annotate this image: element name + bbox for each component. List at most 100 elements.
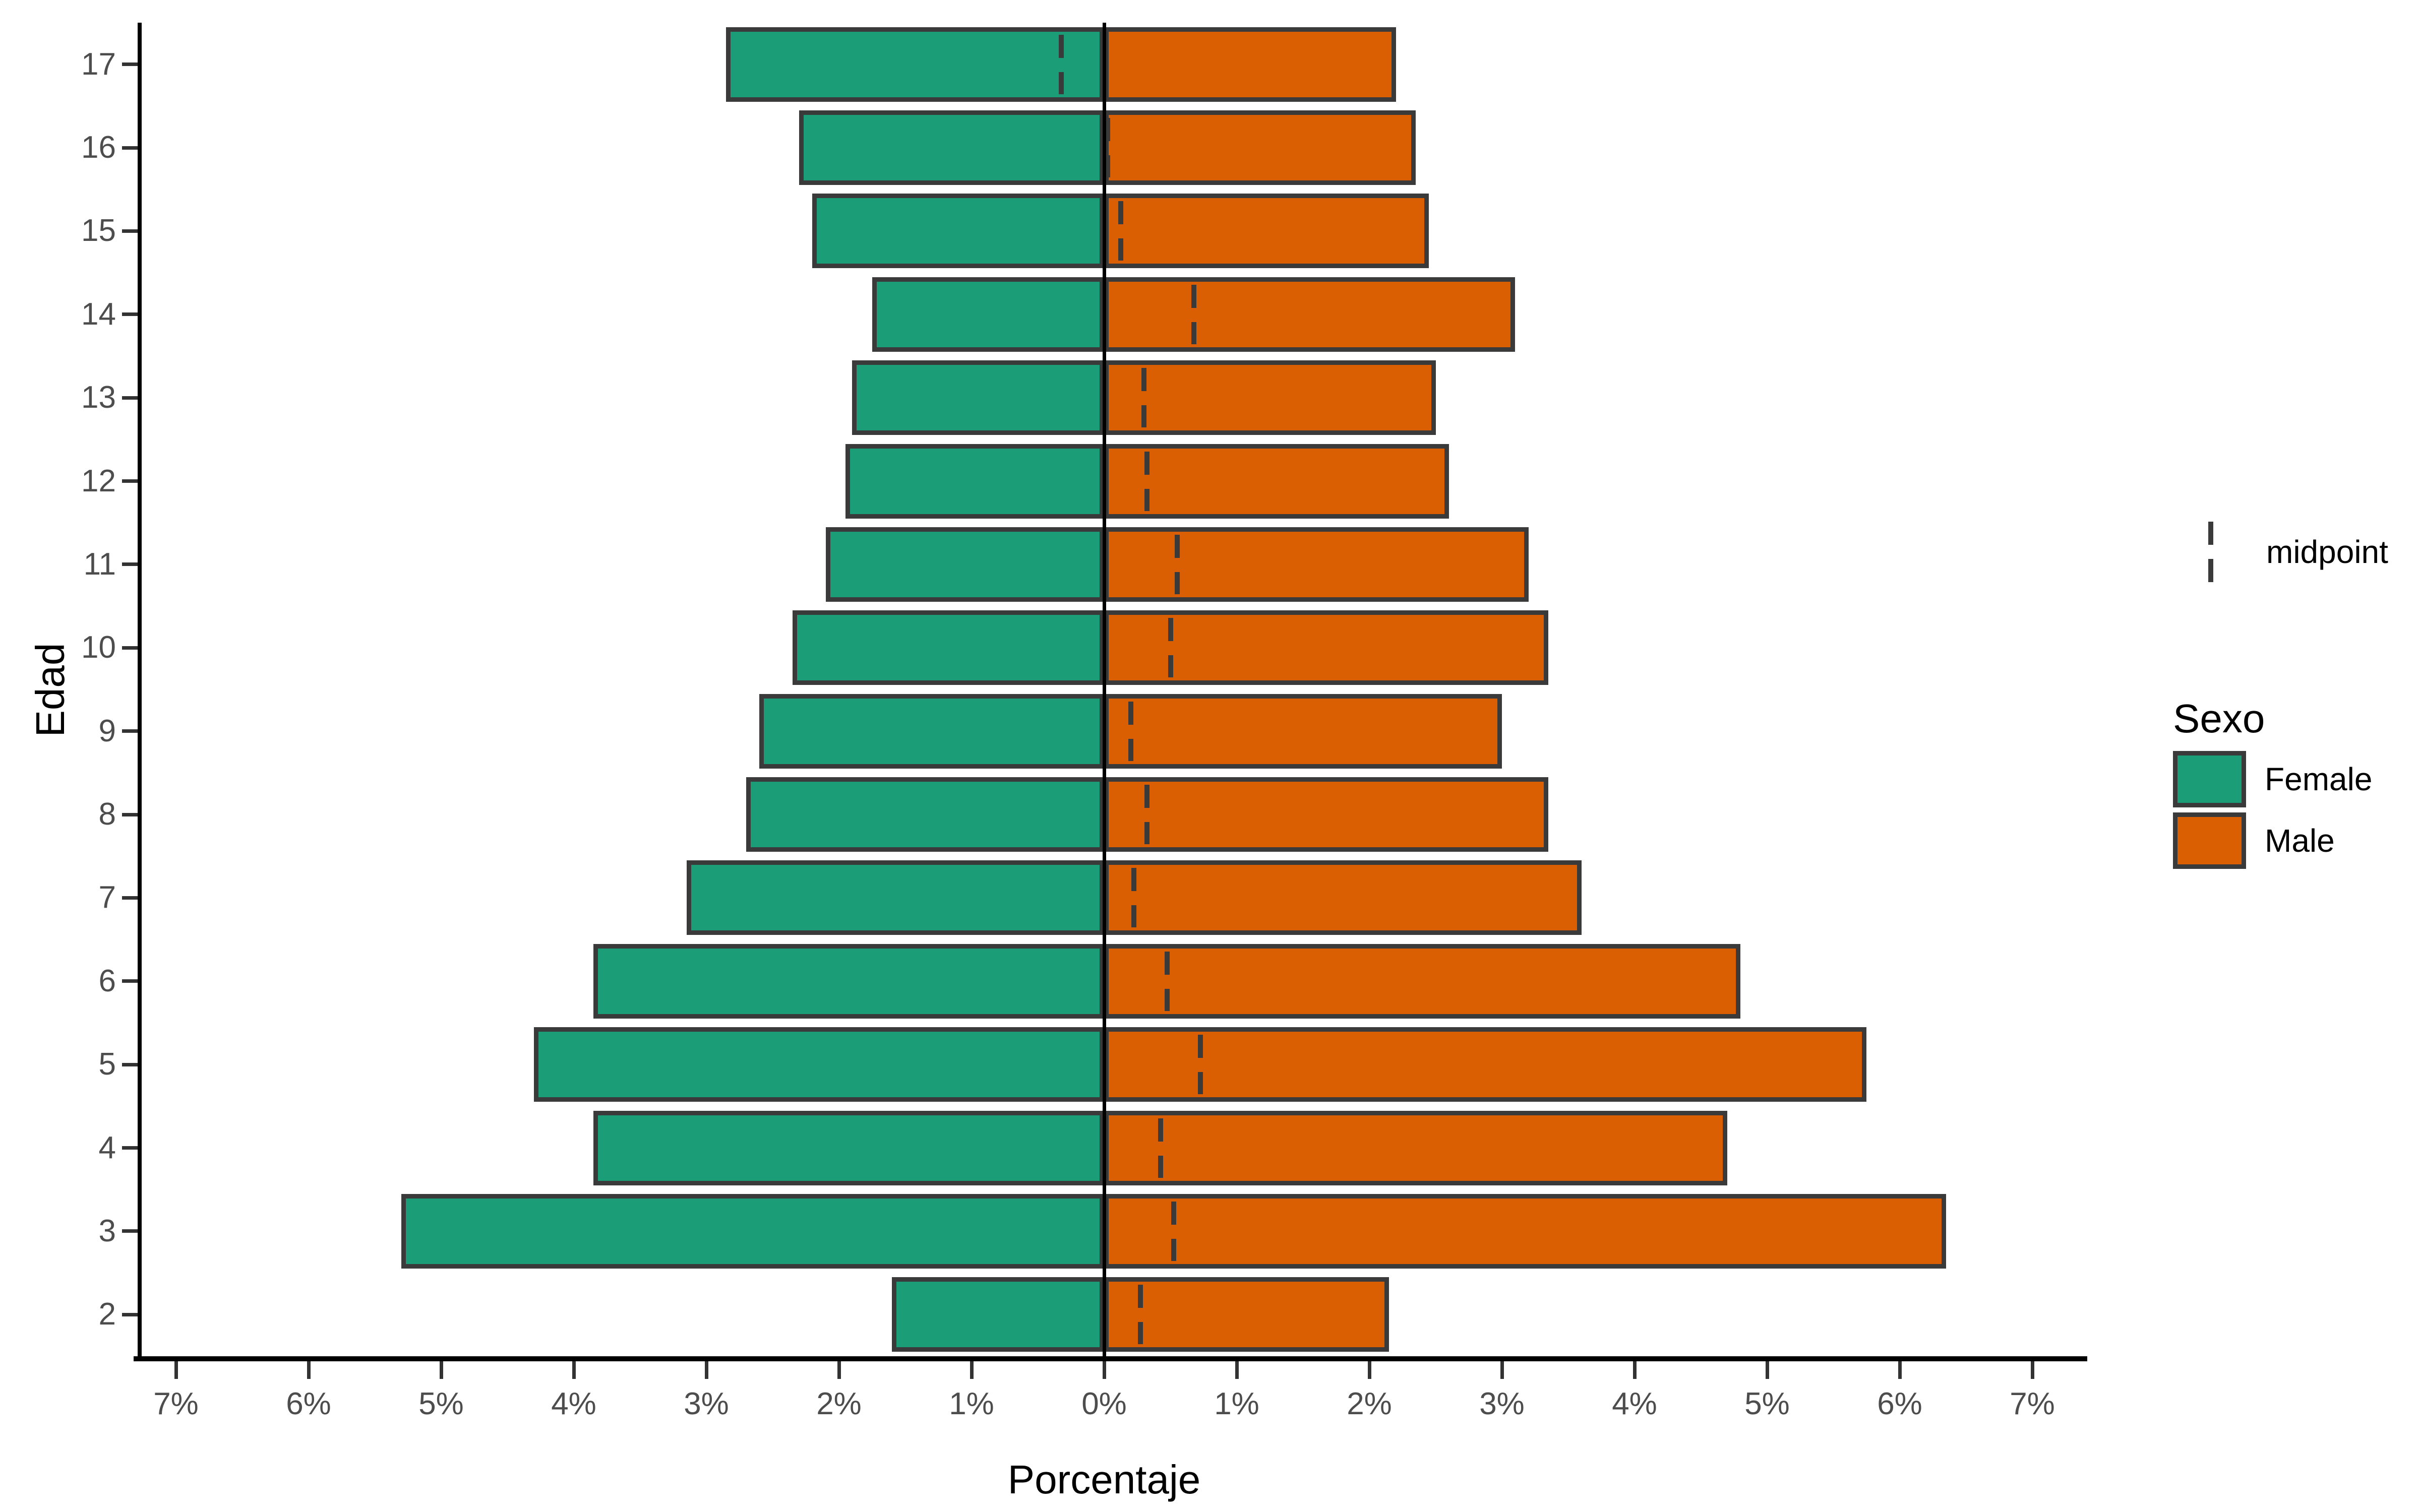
- male-bar-age-16: [1104, 110, 1416, 185]
- midpoint-marker-age-5: [1197, 1035, 1203, 1095]
- male-bar-age-9: [1104, 694, 1502, 769]
- x-tick-label-0: 0%: [1081, 1387, 1127, 1421]
- midpoint-marker-age-6: [1164, 951, 1170, 1011]
- x-tick-4%-left: [572, 1361, 576, 1379]
- y-tick-8: [122, 812, 140, 816]
- male-bar-age-10: [1104, 610, 1549, 685]
- male-bar-age-17: [1104, 27, 1396, 102]
- x-tick-7%-left: [174, 1361, 178, 1379]
- x-tick-label-6: 6%: [1877, 1387, 1922, 1421]
- x-tick-label-2: 2%: [1347, 1387, 1392, 1421]
- x-tick-6%-right: [1898, 1361, 1902, 1379]
- midpoint-marker-age-14: [1191, 284, 1196, 344]
- male-bar-age-14: [1104, 277, 1516, 352]
- y-tick-label-8: 8: [98, 797, 116, 832]
- male-bar-age-13: [1104, 360, 1436, 435]
- y-tick-label-13: 13: [81, 380, 116, 415]
- male-bar-age-4: [1104, 1110, 1728, 1185]
- female-bar-age-13: [852, 360, 1104, 435]
- female-swatch: [2173, 751, 2246, 807]
- male-bar-age-3: [1104, 1193, 1947, 1269]
- midpoint-marker-age-12: [1144, 451, 1150, 511]
- midpoint-marker-age-10: [1168, 618, 1173, 678]
- female-bar-age-8: [746, 777, 1104, 852]
- y-tick-10: [122, 646, 140, 650]
- x-tick-label-m7: 7%: [153, 1387, 199, 1421]
- y-tick-label-3: 3: [98, 1213, 116, 1248]
- x-tick-label-3: 3%: [1479, 1387, 1525, 1421]
- midpoint-marker-age-3: [1171, 1201, 1177, 1261]
- y-tick-16: [122, 146, 140, 150]
- y-tick-label-11: 11: [83, 546, 116, 582]
- male-bar-age-5: [1104, 1027, 1867, 1102]
- y-axis-line: [138, 23, 142, 1361]
- y-tick-9: [122, 729, 140, 733]
- midpoint-marker-age-2: [1138, 1285, 1143, 1345]
- male-bar-age-2: [1104, 1277, 1389, 1352]
- male-bar-age-6: [1104, 943, 1741, 1019]
- y-tick-15: [122, 229, 140, 233]
- x-tick-label-m3: 3%: [684, 1387, 729, 1421]
- midpoint-marker-age-8: [1144, 785, 1150, 845]
- y-tick-14: [122, 312, 140, 317]
- y-tick-label-17: 17: [81, 46, 116, 82]
- midpoint-marker-age-9: [1128, 701, 1133, 761]
- midpoint-marker-age-13: [1141, 368, 1146, 428]
- x-tick-4%-right: [1632, 1361, 1637, 1379]
- y-tick-2: [122, 1312, 140, 1316]
- legend-male-label: Male: [2265, 823, 2335, 859]
- x-tick-3%-right: [1500, 1361, 1504, 1379]
- x-axis-title: Porcentaje: [1007, 1457, 1201, 1502]
- y-tick-6: [122, 979, 140, 983]
- x-tick-3%-left: [704, 1361, 708, 1379]
- female-bar-age-2: [892, 1277, 1104, 1352]
- male-bar-age-15: [1104, 194, 1429, 269]
- y-tick-3: [122, 1229, 140, 1233]
- y-tick-12: [122, 479, 140, 483]
- x-tick-7%-right: [2030, 1361, 2034, 1379]
- x-tick-2%-right: [1367, 1361, 1371, 1379]
- midpoint-marker-age-11: [1174, 534, 1180, 594]
- legend-midpoint-label: midpoint: [2266, 534, 2388, 570]
- y-tick-4: [122, 1146, 140, 1150]
- y-tick-17: [122, 62, 140, 67]
- legend-sexo-title: Sexo: [2173, 696, 2265, 741]
- x-tick-6%-left: [307, 1361, 311, 1379]
- midpoint-marker-age-16: [1105, 118, 1110, 178]
- x-tick-label-m6: 6%: [286, 1387, 331, 1421]
- y-tick-label-5: 5: [98, 1047, 116, 1082]
- x-tick-label-m2: 2%: [816, 1387, 862, 1421]
- x-tick-1%-right: [1235, 1361, 1239, 1379]
- female-bar-age-14: [872, 277, 1104, 352]
- y-tick-label-14: 14: [81, 296, 116, 332]
- female-bar-age-9: [759, 694, 1104, 769]
- x-tick-2%-left: [837, 1361, 841, 1379]
- midpoint-marker-age-4: [1158, 1118, 1163, 1178]
- y-tick-label-15: 15: [81, 213, 116, 248]
- male-bar-age-8: [1104, 777, 1549, 852]
- x-tick-label-m4: 4%: [551, 1387, 596, 1421]
- female-bar-age-11: [825, 527, 1104, 602]
- x-tick-5%-right: [1765, 1361, 1769, 1379]
- female-bar-age-7: [686, 860, 1104, 935]
- y-tick-11: [122, 562, 140, 566]
- y-tick-7: [122, 896, 140, 900]
- y-tick-label-16: 16: [81, 130, 116, 165]
- female-bar-age-12: [845, 444, 1104, 519]
- y-tick-5: [122, 1062, 140, 1066]
- female-bar-age-17: [726, 27, 1104, 102]
- female-bar-age-5: [534, 1027, 1104, 1102]
- x-tick-label-1: 1%: [1214, 1387, 1259, 1421]
- female-bar-age-15: [812, 194, 1104, 269]
- y-tick-label-9: 9: [98, 713, 116, 748]
- y-tick-label-12: 12: [81, 463, 116, 498]
- y-axis-title: Edad: [28, 643, 73, 737]
- y-tick-label-7: 7: [98, 880, 116, 915]
- y-tick-label-6: 6: [98, 963, 116, 998]
- x-tick-label-4: 4%: [1612, 1387, 1657, 1421]
- y-tick-13: [122, 396, 140, 400]
- x-tick-label-7: 7%: [2010, 1387, 2055, 1421]
- midpoint-marker-age-15: [1118, 201, 1123, 261]
- zero-line: [1102, 23, 1106, 1356]
